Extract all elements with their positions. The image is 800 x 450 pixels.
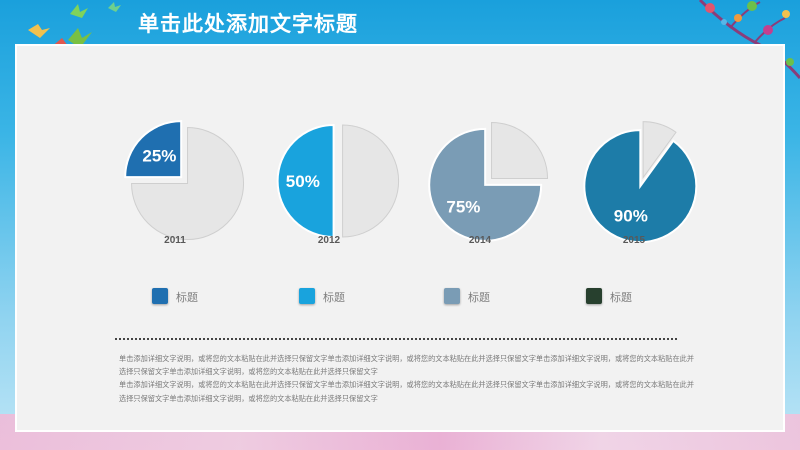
- year-label-2012: 2012: [317, 235, 341, 246]
- pie-2011: 25%: [120, 116, 250, 246]
- legend-label: 标题: [610, 291, 632, 304]
- pie-value-slice: [583, 129, 698, 244]
- pie-chart-2011: 25%: [124, 120, 245, 241]
- pie-remainder-slice: [491, 121, 549, 179]
- pie-value-slice: [276, 123, 335, 239]
- pie-value-slice: [124, 120, 183, 179]
- pie-percent-label: 50%: [286, 172, 320, 191]
- pie-2014: 75%: [424, 116, 554, 246]
- pie-chart-2012: 50%: [276, 123, 400, 239]
- content-card: 25% 50% 75% 90% 2011 2012 2014 2015 标题: [15, 44, 785, 432]
- title-bar: 单击此处添加文字标题: [0, 0, 800, 79]
- legend-label: 标题: [176, 291, 198, 304]
- pie-2015: 90%: [577, 116, 707, 246]
- pie-percent-label: 75%: [446, 198, 480, 217]
- pie-percent-label: 90%: [614, 206, 648, 225]
- pie-remainder-slice: [342, 124, 400, 238]
- year-label-2011: 2011: [164, 235, 186, 246]
- legend-swatch: [444, 288, 460, 304]
- pie-percent-label: 25%: [142, 146, 176, 165]
- pie-remainder-slice: [642, 121, 677, 180]
- year-label-2015: 2015: [622, 235, 646, 246]
- legend-swatch: [299, 288, 315, 304]
- pie-remainder-slice: [131, 127, 245, 241]
- body-text[interactable]: 单击添加详细文字说明，或将您的文本粘贴在此并选择只保留文字单击添加详细文字说明，…: [119, 352, 699, 405]
- legend-label: 标题: [468, 291, 490, 304]
- pie-value-slice: [428, 127, 543, 242]
- body-paragraph-2: 单击添加详细文字说明，或将您的文本粘贴在此并选择只保留文字单击添加详细文字说明，…: [119, 380, 695, 403]
- body-paragraph-1: 单击添加详细文字说明，或将您的文本粘贴在此并选择只保留文字单击添加详细文字说明，…: [119, 354, 695, 377]
- slide-title[interactable]: 单击此处添加文字标题: [138, 12, 358, 36]
- legend-swatch: [152, 288, 168, 304]
- pie-chart-2015: 90%: [583, 121, 698, 244]
- legend-swatch: [586, 288, 602, 304]
- pie-chart-2014: 75%: [428, 121, 549, 242]
- year-label-2014: 2014: [468, 235, 492, 246]
- pie-2012: 50%: [274, 116, 404, 246]
- dotted-divider: [115, 338, 677, 340]
- legend-label: 标题: [323, 291, 345, 304]
